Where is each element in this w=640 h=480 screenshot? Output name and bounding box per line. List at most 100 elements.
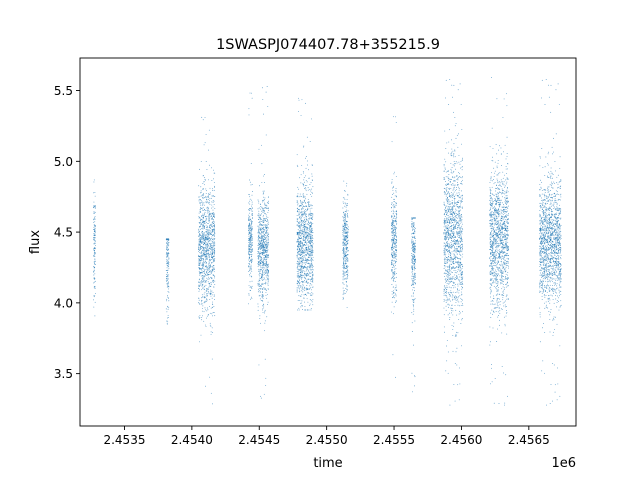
data-point xyxy=(459,250,461,252)
data-point xyxy=(263,279,265,281)
data-point xyxy=(198,229,200,231)
data-point xyxy=(212,403,214,405)
data-point xyxy=(263,221,265,223)
data-point xyxy=(167,278,169,280)
data-point xyxy=(298,274,300,276)
data-point xyxy=(202,207,204,209)
data-point xyxy=(414,276,416,278)
data-point xyxy=(201,248,203,249)
data-point xyxy=(257,215,259,217)
data-point xyxy=(306,278,308,280)
data-point xyxy=(452,183,454,185)
data-point xyxy=(392,252,394,254)
data-point xyxy=(411,322,413,324)
data-point xyxy=(200,256,202,258)
data-point xyxy=(202,218,204,219)
data-point xyxy=(264,244,266,246)
data-point xyxy=(203,258,204,260)
data-point xyxy=(206,270,208,272)
data-point xyxy=(344,205,346,207)
data-point xyxy=(302,184,304,185)
data-point xyxy=(311,207,313,209)
data-point xyxy=(306,273,308,275)
data-point xyxy=(249,225,251,227)
data-point xyxy=(203,278,205,280)
data-point xyxy=(309,264,311,266)
data-point xyxy=(302,268,304,269)
data-point xyxy=(303,213,305,215)
data-point xyxy=(448,174,450,176)
data-point xyxy=(299,291,301,293)
data-point xyxy=(309,214,311,216)
data-point xyxy=(299,269,301,271)
data-point xyxy=(346,274,348,276)
data-point xyxy=(343,249,345,251)
data-point xyxy=(205,190,207,192)
data-point xyxy=(346,258,348,260)
data-point xyxy=(210,207,212,209)
data-point xyxy=(297,266,299,268)
data-point xyxy=(263,251,265,253)
data-point xyxy=(451,243,453,245)
data-point xyxy=(302,215,303,217)
data-point xyxy=(203,320,205,322)
data-point xyxy=(205,281,207,283)
data-point xyxy=(251,194,253,196)
data-point xyxy=(94,292,96,294)
data-point xyxy=(93,233,95,235)
data-point xyxy=(202,288,204,290)
data-point xyxy=(303,294,305,296)
data-point xyxy=(209,238,211,240)
data-point xyxy=(201,270,203,272)
data-point xyxy=(199,314,201,316)
data-point xyxy=(302,232,304,234)
data-point xyxy=(395,190,397,192)
data-point xyxy=(263,238,265,240)
data-point xyxy=(455,205,457,207)
data-point xyxy=(262,261,263,263)
data-point xyxy=(307,251,309,252)
data-point xyxy=(203,144,205,146)
data-point xyxy=(303,272,305,274)
data-point xyxy=(302,208,304,209)
data-point xyxy=(449,226,451,228)
data-point xyxy=(301,266,303,268)
data-point xyxy=(213,247,215,249)
data-point xyxy=(213,277,215,279)
data-point xyxy=(212,260,214,262)
data-point xyxy=(395,268,397,270)
data-point xyxy=(342,241,344,243)
data-point xyxy=(299,243,301,245)
data-point xyxy=(309,255,311,257)
data-point xyxy=(345,227,347,229)
data-point xyxy=(210,272,212,274)
data-point xyxy=(204,324,206,326)
data-point xyxy=(300,285,302,287)
data-point xyxy=(312,232,314,233)
data-point xyxy=(250,229,252,231)
data-point xyxy=(167,263,169,264)
data-point xyxy=(258,247,260,249)
data-point xyxy=(257,261,259,262)
data-point xyxy=(203,252,205,254)
data-point xyxy=(201,279,203,281)
data-point xyxy=(298,272,300,274)
data-point xyxy=(201,260,203,262)
data-point xyxy=(208,260,210,262)
data-point xyxy=(444,258,446,260)
data-point xyxy=(454,282,456,284)
data-point xyxy=(268,200,269,202)
data-point xyxy=(251,242,253,244)
data-point xyxy=(311,240,313,242)
data-point xyxy=(392,194,394,195)
data-point xyxy=(249,281,251,283)
data-point xyxy=(392,231,394,233)
data-point xyxy=(166,239,168,241)
data-point xyxy=(443,226,445,228)
data-point xyxy=(208,216,210,218)
data-point xyxy=(308,240,310,242)
data-point xyxy=(213,251,215,253)
data-point xyxy=(199,284,201,286)
data-point xyxy=(205,247,207,249)
